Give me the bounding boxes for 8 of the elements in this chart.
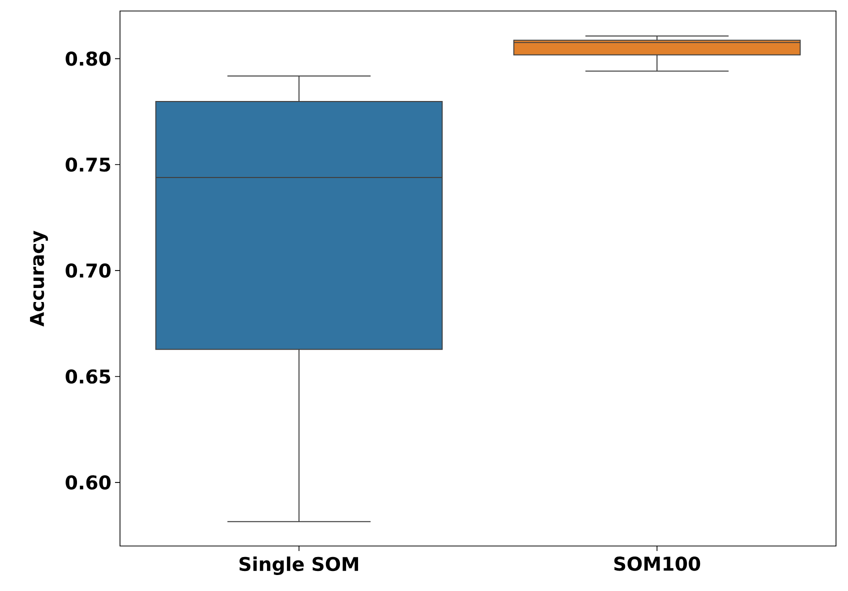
x-tick-label: Single SOM [240,556,358,575]
y-tick-label: 0.60 [66,475,111,490]
y-tick-label: 0.80 [66,52,111,66]
y-tick-label: 0.65 [66,369,110,384]
y-tick-label: 0.75 [66,157,110,172]
y-tick-label: 0.70 [66,263,111,278]
x-tick-label: SOM100 [614,556,700,571]
y-axis-title: Accuracy [30,230,48,327]
